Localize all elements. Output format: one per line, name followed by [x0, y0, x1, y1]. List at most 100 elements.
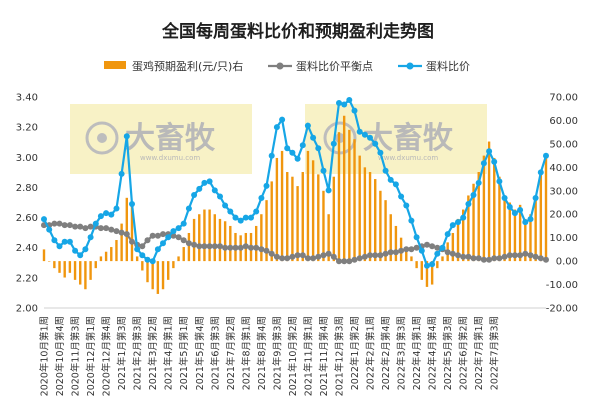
breakeven-point	[108, 226, 115, 233]
x-tick-label: 2020年11月第3周	[70, 316, 82, 396]
y-axis-left: 2.00 2.20 2.40 2.60 2.80 3.00 3.20 3.40	[16, 93, 38, 315]
x-tick-label: 2022年3月第3周	[396, 316, 408, 390]
y-left-tick-label: 3.00	[16, 153, 38, 164]
price-ratio-point	[496, 178, 503, 185]
breakeven-point	[532, 253, 539, 260]
breakeven-point	[160, 231, 166, 238]
profit-bar	[254, 225, 258, 262]
breakeven-point	[325, 250, 332, 257]
profit-bar	[420, 261, 423, 280]
profit-bar	[358, 155, 361, 262]
x-tick-label: 2021年1月第3周	[116, 316, 128, 390]
profit-bar	[425, 261, 429, 287]
x-tick-label: 2021年5月第1周	[178, 316, 190, 390]
profit-bar	[322, 190, 325, 262]
price-ratio-point	[56, 243, 63, 250]
y-left-tick-label: 3.20	[16, 123, 38, 134]
watermark-text-right: 大畜牧	[363, 121, 454, 156]
profit-bar	[379, 190, 382, 262]
profit-bar	[410, 256, 413, 262]
profit-bar	[508, 202, 511, 262]
series-breakeven	[41, 220, 549, 265]
watermark-left: 大畜牧 www.dxumu.com	[85, 121, 216, 162]
profit-bar	[213, 214, 216, 262]
price-ratio-point	[387, 176, 394, 183]
breakeven-point	[123, 231, 130, 238]
price-ratio-point	[175, 225, 182, 232]
profit-bar	[73, 261, 77, 280]
price-ratio-point	[325, 187, 332, 194]
price-ratio-point	[294, 155, 301, 162]
breakeven-point	[444, 249, 451, 256]
price-ratio-point	[149, 258, 156, 265]
profit-bar	[229, 225, 232, 262]
price-ratio-point	[413, 234, 420, 241]
breakeven-point	[129, 238, 135, 245]
watermark-group: 大畜牧 www.dxumu.com 大畜牧 www.dxumu.com	[70, 104, 487, 174]
price-ratio-point	[268, 152, 275, 159]
x-tick-label: 2022年4月第1周	[411, 316, 423, 390]
legend-label: 蛋料比价平衡点	[296, 59, 373, 73]
x-tick-label: 2021年9月第3周	[271, 316, 283, 390]
price-ratio-point	[191, 192, 198, 198]
watermark-logo-icon	[85, 121, 119, 155]
profit-bar	[498, 176, 501, 262]
breakeven-point	[66, 222, 73, 229]
price-ratio-point	[470, 192, 477, 198]
profit-bar	[53, 261, 56, 269]
breakeven-point	[537, 255, 544, 262]
price-ratio-point	[527, 216, 534, 223]
price-ratio-point	[315, 145, 322, 152]
price-ratio-point	[134, 246, 141, 253]
price-ratio-point	[522, 219, 529, 226]
breakeven-point	[330, 253, 337, 260]
breakeven-point	[196, 243, 203, 250]
price-ratio-point	[123, 133, 130, 140]
profit-bar	[79, 261, 82, 285]
breakeven-point	[346, 258, 353, 265]
x-tick-label: 2020年10月第4周	[54, 316, 66, 396]
profit-bar	[456, 218, 460, 262]
breakeven-point	[496, 255, 503, 262]
profit-bar	[47, 261, 51, 262]
price-ratio-point	[211, 187, 218, 194]
price-ratio-point	[361, 131, 368, 138]
profit-bar	[503, 195, 506, 262]
profit-bar	[477, 172, 480, 262]
price-ratio-point	[517, 207, 524, 213]
y-left-tick-label: 2.60	[16, 213, 38, 224]
price-ratio-point	[72, 247, 79, 254]
x-tick-label: 2021年7月第2周	[225, 316, 237, 390]
x-tick-label: 2022年7月第3周	[489, 316, 501, 390]
profit-bar	[461, 209, 465, 262]
y-left-tick-label: 2.80	[16, 183, 38, 194]
y-right-tick-label: 50.00	[549, 139, 578, 150]
y-left-tick-label: 2.40	[16, 243, 38, 254]
breakeven-point	[118, 229, 125, 236]
legend-label: 蛋鸡预期盈利(元/只)右	[132, 59, 243, 73]
profit-bar	[141, 261, 144, 271]
price-ratio-point	[263, 182, 270, 189]
breakeven-point	[279, 255, 286, 262]
breakeven-point	[434, 244, 441, 251]
profit-bar	[337, 132, 341, 262]
profit-bar	[482, 155, 486, 262]
profit-bar	[265, 200, 268, 262]
price-ratio-point	[299, 142, 306, 149]
profit-bar	[415, 261, 418, 269]
x-tick-label: 2022年1月第2周	[349, 316, 361, 390]
price-ratio-point	[304, 122, 311, 129]
y-right-tick-label: 20.00	[549, 210, 578, 221]
profit-bar	[539, 172, 543, 262]
profit-bar	[332, 176, 336, 262]
breakeven-point	[175, 234, 182, 241]
profit-bar	[172, 261, 175, 269]
breakeven-point	[201, 243, 208, 250]
legend-item: 蛋鸡预期盈利(元/只)右	[104, 59, 243, 73]
price-ratio-point	[532, 195, 539, 201]
y-right-tick-label: 0.00	[556, 257, 578, 268]
profit-bar	[430, 261, 434, 285]
profit-bar	[441, 256, 444, 262]
profit-bar	[405, 247, 408, 262]
